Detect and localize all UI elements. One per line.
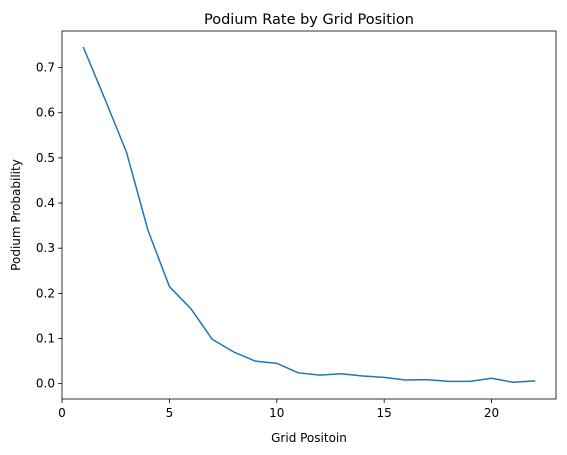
x-tick-label: 15 (377, 406, 392, 420)
y-tick-label: 0.3 (36, 241, 55, 255)
x-tick-label: 20 (484, 406, 499, 420)
chart-title: Podium Rate by Grid Position (204, 12, 414, 28)
y-tick-label: 0.6 (36, 106, 55, 120)
plot-area (82, 46, 536, 384)
y-tick-label: 0.7 (36, 61, 55, 75)
y-tick-label: 0.0 (36, 377, 55, 391)
x-tick-label: 5 (166, 406, 174, 420)
y-axis: 0.0 0.1 0.2 0.3 0.4 0.5 0.6 0.7 (36, 61, 62, 391)
y-tick-label: 0.4 (36, 196, 55, 210)
y-axis-label: Podium Probability (9, 159, 23, 271)
y-tick-label: 0.5 (36, 151, 55, 165)
y-tick-label: 0.1 (36, 331, 55, 345)
y-tick-label: 0.2 (36, 286, 55, 300)
x-tick-label: 10 (269, 406, 284, 420)
series-line (82, 46, 536, 384)
x-axis: 0 5 10 15 20 (58, 399, 499, 420)
x-tick-label: 0 (58, 406, 66, 420)
x-axis-label: Grid Positoin (271, 431, 347, 445)
plot-frame (61, 30, 557, 400)
